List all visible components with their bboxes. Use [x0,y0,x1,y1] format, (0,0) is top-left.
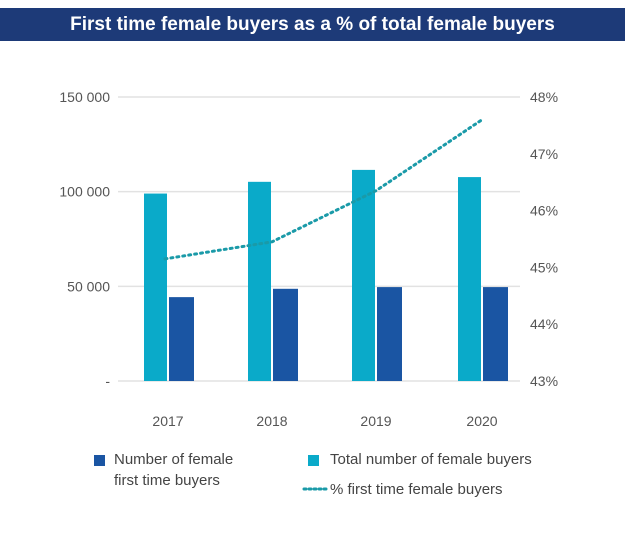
x-tick-label: 2017 [152,413,183,429]
legend-swatch-total [308,455,319,466]
right-tick-label: 43% [530,373,558,389]
legend-pct: % first time female buyers [330,481,503,498]
x-tick-label: 2018 [256,413,287,429]
bar-first-time [169,297,194,381]
bar-total [458,177,481,381]
legend-first-time-line1: Number of female [114,451,234,468]
bar-total [352,169,375,381]
legend-total: Total number of female buyers [330,451,532,468]
left-tick-label: 50 000 [67,278,110,294]
legend-swatch-pct [302,487,328,491]
left-tick-label: 100 000 [59,184,110,200]
x-tick-label: 2019 [360,413,391,429]
right-tick-label: 46% [530,203,558,219]
right-tick-label: 48% [530,89,558,105]
legend-swatch-first-time [94,455,105,466]
bar-first-time [273,288,298,381]
right-tick-label: 44% [530,316,558,332]
x-tick-label: 2020 [466,413,497,429]
bar-total [144,193,167,381]
right-tick-label: 45% [530,259,558,275]
legend-first-time-line2: first time buyers [114,472,220,489]
bar-total [248,181,271,381]
bar-first-time [377,287,402,381]
right-tick-label: 47% [530,146,558,162]
bar-first-time [483,287,508,381]
chart-title: First time female buyers as a % of total… [0,8,625,41]
line-pct-first-time [163,118,484,261]
left-tick-label: 150 000 [59,89,110,105]
left-tick-label: - [105,373,110,389]
legend-first-time: Number of female first time buyers [114,449,233,491]
